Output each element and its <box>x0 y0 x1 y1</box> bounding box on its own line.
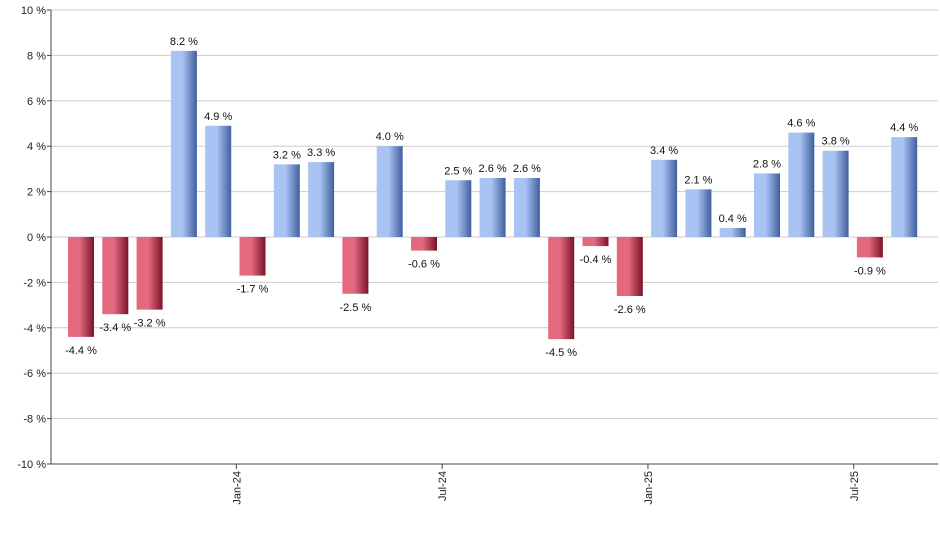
bar <box>445 180 472 237</box>
bar <box>205 125 232 237</box>
bar <box>136 237 163 310</box>
y-tick-label: -2 % <box>23 277 46 289</box>
data-label: 2.5 % <box>444 165 472 177</box>
bar <box>651 159 678 237</box>
x-tick-label: Jan-24 <box>231 471 243 505</box>
data-label: 4.0 % <box>376 131 404 143</box>
data-label: 2.6 % <box>513 163 541 175</box>
y-tick-label: -4 % <box>23 323 46 335</box>
bar <box>479 177 506 237</box>
bar <box>239 237 266 276</box>
bar <box>376 146 403 237</box>
data-label: -4.5 % <box>545 347 577 359</box>
bar <box>754 173 780 237</box>
y-tick-label: 10 % <box>21 5 46 17</box>
data-label: -0.6 % <box>408 259 440 271</box>
y-tick-label: 6 % <box>27 96 46 108</box>
axes <box>50 10 938 465</box>
x-axis-tick-labels: Jan-24 Jul-24 Jan-25 Jul-25 <box>231 464 861 505</box>
y-tick-label: 2 % <box>27 187 46 199</box>
bar <box>788 132 815 237</box>
data-label: 8.2 % <box>170 36 198 48</box>
y-tick-label: -6 % <box>23 368 46 380</box>
data-label: 2.8 % <box>753 158 781 170</box>
data-label: -0.9 % <box>854 265 886 277</box>
bar <box>685 189 712 237</box>
data-label: -3.4 % <box>99 322 131 334</box>
y-tick-label: -10 % <box>17 459 46 471</box>
data-label: -3.2 % <box>134 318 166 330</box>
data-labels: -4.4 %-3.4 % -3.2 % 8.2 % 4.9 % -1.7 % 3.2 % 3… <box>65 36 918 359</box>
bar <box>308 162 335 237</box>
data-label: -1.7 % <box>237 284 269 296</box>
data-label: 3.3 % <box>307 147 335 159</box>
data-label: -0.4 % <box>580 254 612 266</box>
bar <box>170 50 197 237</box>
x-tick-label: Jul-25 <box>849 471 861 501</box>
data-label: 4.4 % <box>890 122 918 134</box>
y-tick-label: 0 % <box>27 232 46 244</box>
bar <box>856 237 883 258</box>
bar <box>822 150 849 237</box>
x-tick-label: Jan-25 <box>643 471 655 505</box>
y-axis-tick-labels: 10 % 8 % 6 % 4 % 2 % 0 % -2 % -4 % -6 % -8 % -10 % <box>17 5 46 471</box>
y-tick-label: -8 % <box>23 414 46 426</box>
bar <box>582 237 609 247</box>
bar <box>102 237 129 315</box>
bar <box>616 237 643 297</box>
bar <box>68 237 94 337</box>
y-tick-label: 4 % <box>27 141 46 153</box>
bar <box>891 137 918 237</box>
data-label: 4.9 % <box>204 111 232 123</box>
data-label: -2.6 % <box>614 304 646 316</box>
bars <box>68 50 918 340</box>
bar <box>719 227 746 237</box>
data-label: 3.2 % <box>273 149 301 161</box>
bar <box>513 177 540 237</box>
data-label: 3.8 % <box>822 136 850 148</box>
y-tick-label: 8 % <box>27 50 46 62</box>
bar <box>342 237 369 294</box>
data-label: 0.4 % <box>719 213 747 225</box>
data-label: 3.4 % <box>650 145 678 157</box>
data-label: 2.6 % <box>479 163 507 175</box>
x-tick-label: Jul-24 <box>437 471 449 501</box>
data-label: 2.1 % <box>684 174 712 186</box>
data-label: -4.4 % <box>65 345 97 357</box>
data-label: -2.5 % <box>340 302 372 314</box>
bar <box>411 237 437 251</box>
data-label: 4.6 % <box>787 118 815 130</box>
bar <box>273 164 300 237</box>
bar <box>548 237 575 340</box>
